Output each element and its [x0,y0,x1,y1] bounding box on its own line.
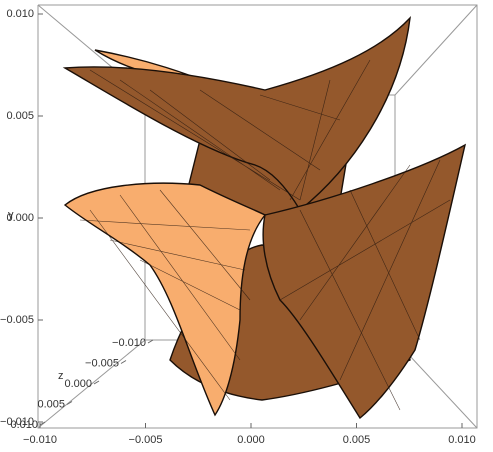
z-tick-label: −0.010 [112,337,146,349]
x-tick-label: −0.010 [23,434,57,446]
surface-top [62,15,411,212]
surface-mesh [79,59,451,411]
z-tick [39,421,46,426]
y-tick-label: −0.005 [0,314,34,326]
x-tick-label: −0.005 [129,434,163,446]
z-tick-label: −0.005 [85,357,119,369]
box-edge [394,4,478,96]
z-tick [120,360,127,364]
z-tick-label: 0.010 [10,419,38,431]
z-tick-label: 0.005 [37,398,65,410]
y-tick-label: −0.010 [0,416,34,428]
z-tick [147,339,154,344]
x-tick-label: 0.010 [448,434,476,446]
ticks: −0.010 −0.005 0.000 0.005 0.010−0.010−0.0050… [0,8,476,446]
z-tick-label: 0.000 [64,378,92,390]
x-tick-label: 0.000 [237,434,265,446]
x-tick-label: 0.005 [343,434,371,446]
z-axis-label: z [58,370,64,382]
y-tick-label: 0.010 [6,8,34,20]
y-tick-label: 0.005 [6,110,34,122]
z-tick [66,401,73,405]
surface [62,15,467,420]
y-tick-label: 0.000 [6,212,34,224]
y-axis-label: y [8,209,14,221]
z-tick [93,380,100,385]
front-face [37,4,478,429]
box-edge [37,339,146,429]
